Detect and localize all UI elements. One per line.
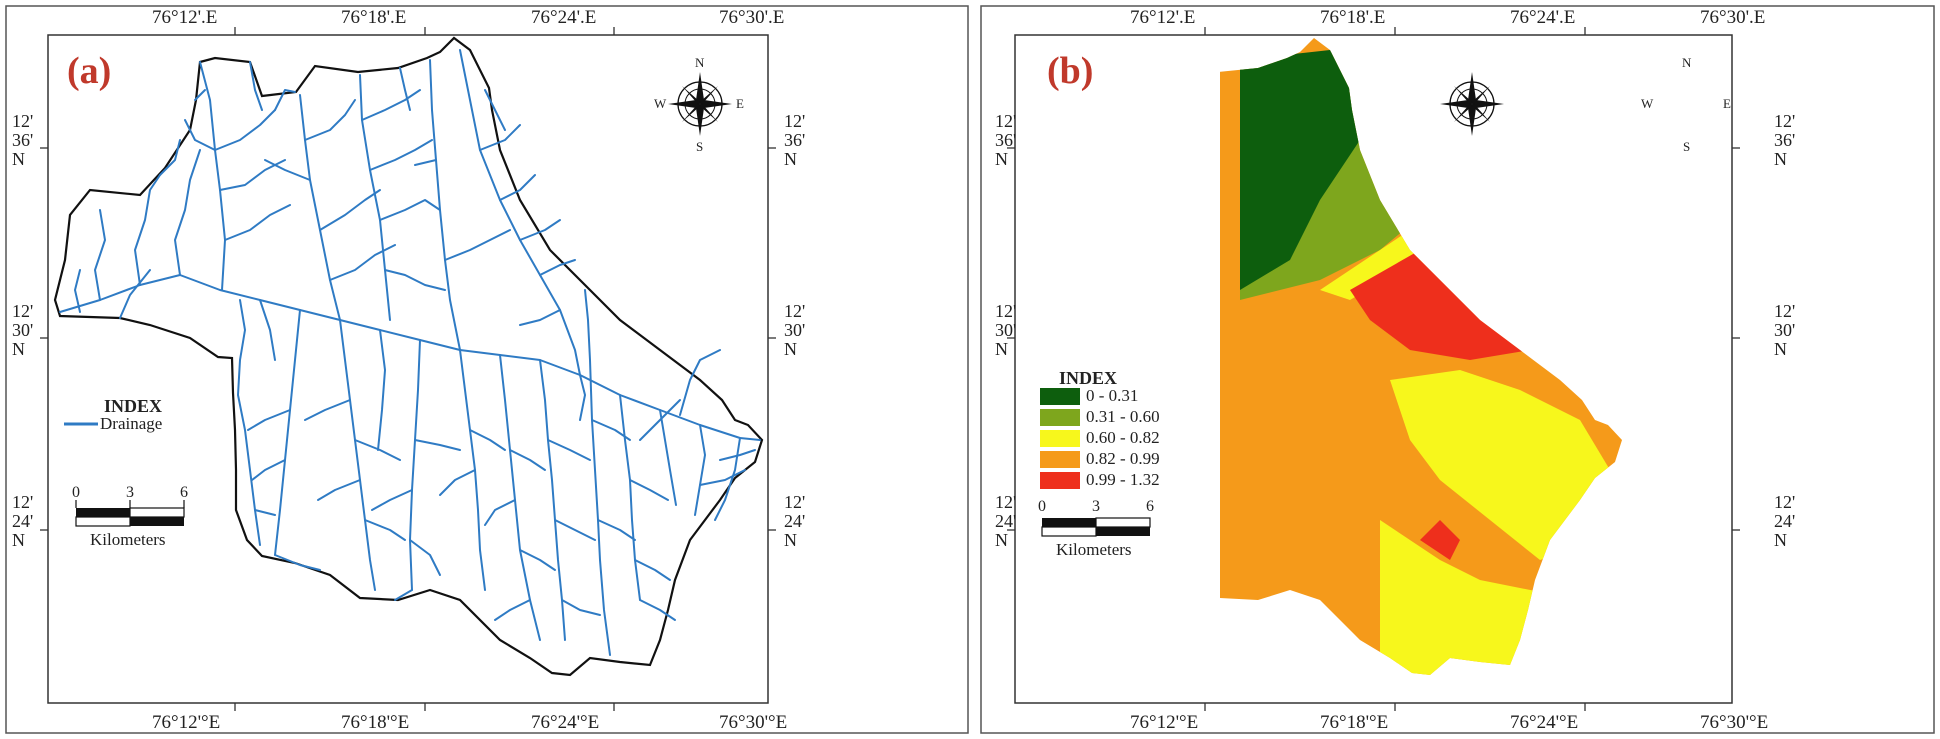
panel-b-compass-n: N	[1682, 55, 1692, 70]
index-zones	[1220, 38, 1770, 690]
panel-b-lat-left-2: 12' 30' N	[995, 301, 1017, 359]
panel-a-lat-left-2: 12' 30' N	[12, 301, 34, 359]
panel-b-legend-label-4: 0.82 - 0.99	[1086, 449, 1160, 468]
zone-0-99-1-32-sw	[1420, 520, 1460, 560]
panel-b-legend-title: INDEX	[1059, 368, 1118, 388]
zone-0-99-1-32-south	[1660, 640, 1770, 690]
panel-a-bottom-lon-1: 76°12'°E	[152, 712, 221, 733]
panel-b-index-map: (b) 76°12'.E 76°18'.E 76°24'.E 76°30'.E …	[975, 0, 1940, 739]
panel-b-bottom-lon-4: 76°30'°E	[1700, 712, 1769, 733]
panel-b-scale-bar	[1041, 517, 1151, 537]
panel-a-scale-tick-0: 0	[72, 484, 80, 501]
panel-a-scale-bar	[75, 500, 185, 527]
panel-b-compass-w: W	[1641, 96, 1654, 111]
panel-b-compass-e: E	[1723, 96, 1731, 111]
panel-a-scale-units: Kilometers	[90, 530, 166, 549]
panel-b-scale-tick-3: 3	[1092, 498, 1100, 515]
panel-a-compass-e: E	[736, 96, 744, 111]
panel-a-legend-title: INDEX	[104, 396, 163, 416]
panel-a-top-lon-1: 76°12'.E	[152, 7, 218, 28]
panel-b-lat-left-1: 12' 36' N	[995, 111, 1017, 169]
panel-b-legend-swatch-5	[1040, 472, 1080, 489]
zone-0-60-0-82-south	[1390, 370, 1610, 560]
panel-a-compass-n: N	[695, 55, 705, 70]
panel-b-lat-right-1: 12' 36' N	[1774, 111, 1796, 169]
panel-b-map-canvas	[980, 5, 1935, 734]
panel-b-map-frame	[1014, 34, 1733, 704]
watershed-boundary	[53, 36, 764, 677]
panel-a-ticks	[40, 27, 776, 711]
panel-a-scale-tick-6: 6	[180, 484, 188, 501]
panel-b-legend-swatch-2	[1040, 409, 1080, 426]
panel-a-bottom-lon-2: 76°18'°E	[341, 712, 410, 733]
panel-b-scale-units: Kilometers	[1056, 540, 1132, 559]
panel-b-legend-swatch-3	[1040, 430, 1080, 447]
panel-b-legend-swatch-1	[1040, 388, 1080, 405]
panel-a-legend-drainage-label: Drainage	[100, 414, 163, 433]
panel-a-lat-right-2: 12' 30' N	[784, 301, 806, 359]
panel-a-map-canvas	[5, 5, 969, 734]
panel-b-outer-frame	[980, 5, 1935, 734]
panel-a-scale-tick-3: 3	[126, 484, 134, 501]
panel-b-legend-label-2: 0.31 - 0.60	[1086, 407, 1160, 426]
panel-b-bottom-lon-2: 76°18'°E	[1320, 712, 1389, 733]
panel-a-lat-left-3: 12' 24' N	[12, 492, 34, 550]
panel-b-lat-left-3: 12' 24' N	[995, 492, 1017, 550]
panel-a-map-frame	[47, 34, 769, 704]
panel-b-top-lon-3: 76°24'.E	[1510, 7, 1576, 28]
panel-b-top-lon-1: 76°12'.E	[1130, 7, 1196, 28]
panel-a-top-lon-4: 76°30'.E	[719, 7, 785, 28]
panel-b-bottom-lon-1: 76°12'°E	[1130, 712, 1199, 733]
panel-a-bottom-lon-4: 76°30'°E	[719, 712, 788, 733]
panel-a-top-lon-2: 76°18'.E	[341, 7, 407, 28]
panel-a-bottom-lon-3: 76°24'°E	[531, 712, 600, 733]
panel-b-top-lon-2: 76°18'.E	[1320, 7, 1386, 28]
panel-b-bottom-lon-3: 76°24'°E	[1510, 712, 1579, 733]
panel-b-lat-right-3: 12' 24' N	[1774, 492, 1796, 550]
panel-a-top-lon-3: 76°24'.E	[531, 7, 597, 28]
panel-a-lat-right-3: 12' 24' N	[784, 492, 806, 550]
zone-0-0-31-west	[1240, 50, 1370, 290]
panel-b-compass-s: S	[1683, 139, 1691, 154]
panel-b-scale-tick-0: 0	[1038, 498, 1046, 515]
panel-b-legend-label-5: 0.99 - 1.32	[1086, 470, 1160, 489]
panel-b-label: (b)	[1047, 50, 1094, 92]
panel-a-compass-w: W	[654, 96, 667, 111]
panel-b-legend-label-1: 0 - 0.31	[1086, 386, 1139, 405]
panel-a-outer-frame	[5, 5, 969, 734]
panel-b-lat-right-2: 12' 30' N	[1774, 301, 1796, 359]
panel-b-ticks	[1007, 27, 1740, 711]
panel-a-compass-s: S	[696, 139, 704, 154]
panel-a-compass-rose-icon	[668, 72, 732, 136]
panel-b-legend-swatch-4	[1040, 451, 1080, 468]
panel-a-label: (a)	[67, 50, 112, 92]
panel-a-lat-left-1: 12' 36' N	[12, 111, 34, 169]
panel-b-scale-tick-6: 6	[1146, 498, 1154, 515]
panel-b-compass-rose-icon	[1440, 72, 1504, 136]
drainage-network	[59, 49, 761, 656]
panel-a-drainage-map: (a) 76°12'.E 76°18'.E 76°24'.E 76°30'.E …	[5, 5, 969, 734]
panel-a-lat-right-1: 12' 36' N	[784, 111, 806, 169]
panel-b-top-lon-4: 76°30'.E	[1700, 7, 1766, 28]
panel-b-legend-label-3: 0.60 - 0.82	[1086, 428, 1160, 447]
